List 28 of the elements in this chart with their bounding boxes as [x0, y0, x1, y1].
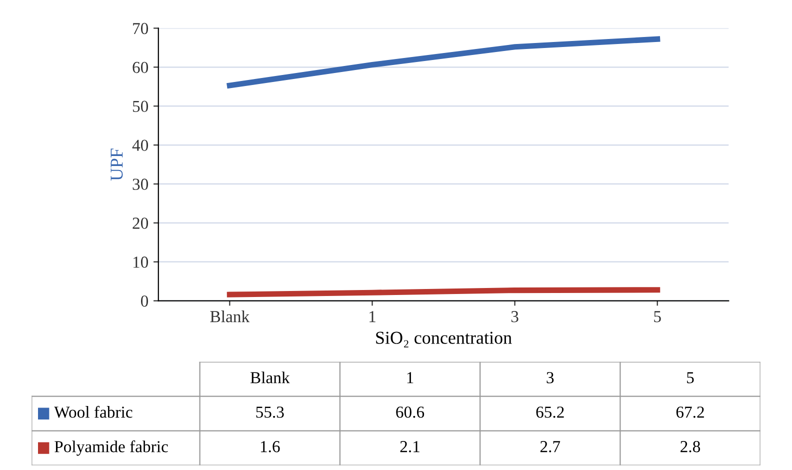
- data-label: 60.6: [396, 406, 424, 418]
- data-label: 2.7: [540, 441, 560, 452]
- data-label: 67.2: [676, 406, 704, 418]
- y-tick-label: 0: [140, 296, 148, 307]
- data-label: 55.3: [256, 406, 284, 418]
- category-label: Blank: [250, 372, 290, 384]
- x-axis-title: SiO₂ concentration: [376, 332, 512, 348]
- y-tick-label: 60: [132, 62, 148, 74]
- x-tick-label: 5: [654, 311, 661, 322]
- x-tick-label: Blank: [210, 310, 250, 322]
- y-tick-label: 50: [132, 100, 148, 112]
- category-label: 5: [687, 372, 694, 384]
- data-label: 2.8: [680, 440, 700, 452]
- legend-label: Polyamide fabric: [54, 440, 168, 456]
- y-tick-label: 30: [132, 178, 148, 190]
- category-label: 1: [407, 372, 414, 384]
- y-axis-title: UPF: [110, 148, 123, 181]
- y-tick-label: 10: [133, 256, 148, 268]
- category-label: 3: [546, 372, 554, 384]
- x-tick-label: 1: [370, 311, 376, 322]
- data-label: 1.6: [260, 441, 280, 452]
- data-label: 2.1: [400, 441, 420, 452]
- y-tick-label: 70: [133, 22, 148, 34]
- data-label: 65.2: [536, 406, 564, 418]
- y-tick-label: 20: [132, 218, 148, 229]
- legend-label: Wool fabric: [54, 406, 132, 418]
- y-tick-label: 40: [132, 140, 148, 151]
- x-tick-label: 3: [511, 311, 518, 322]
